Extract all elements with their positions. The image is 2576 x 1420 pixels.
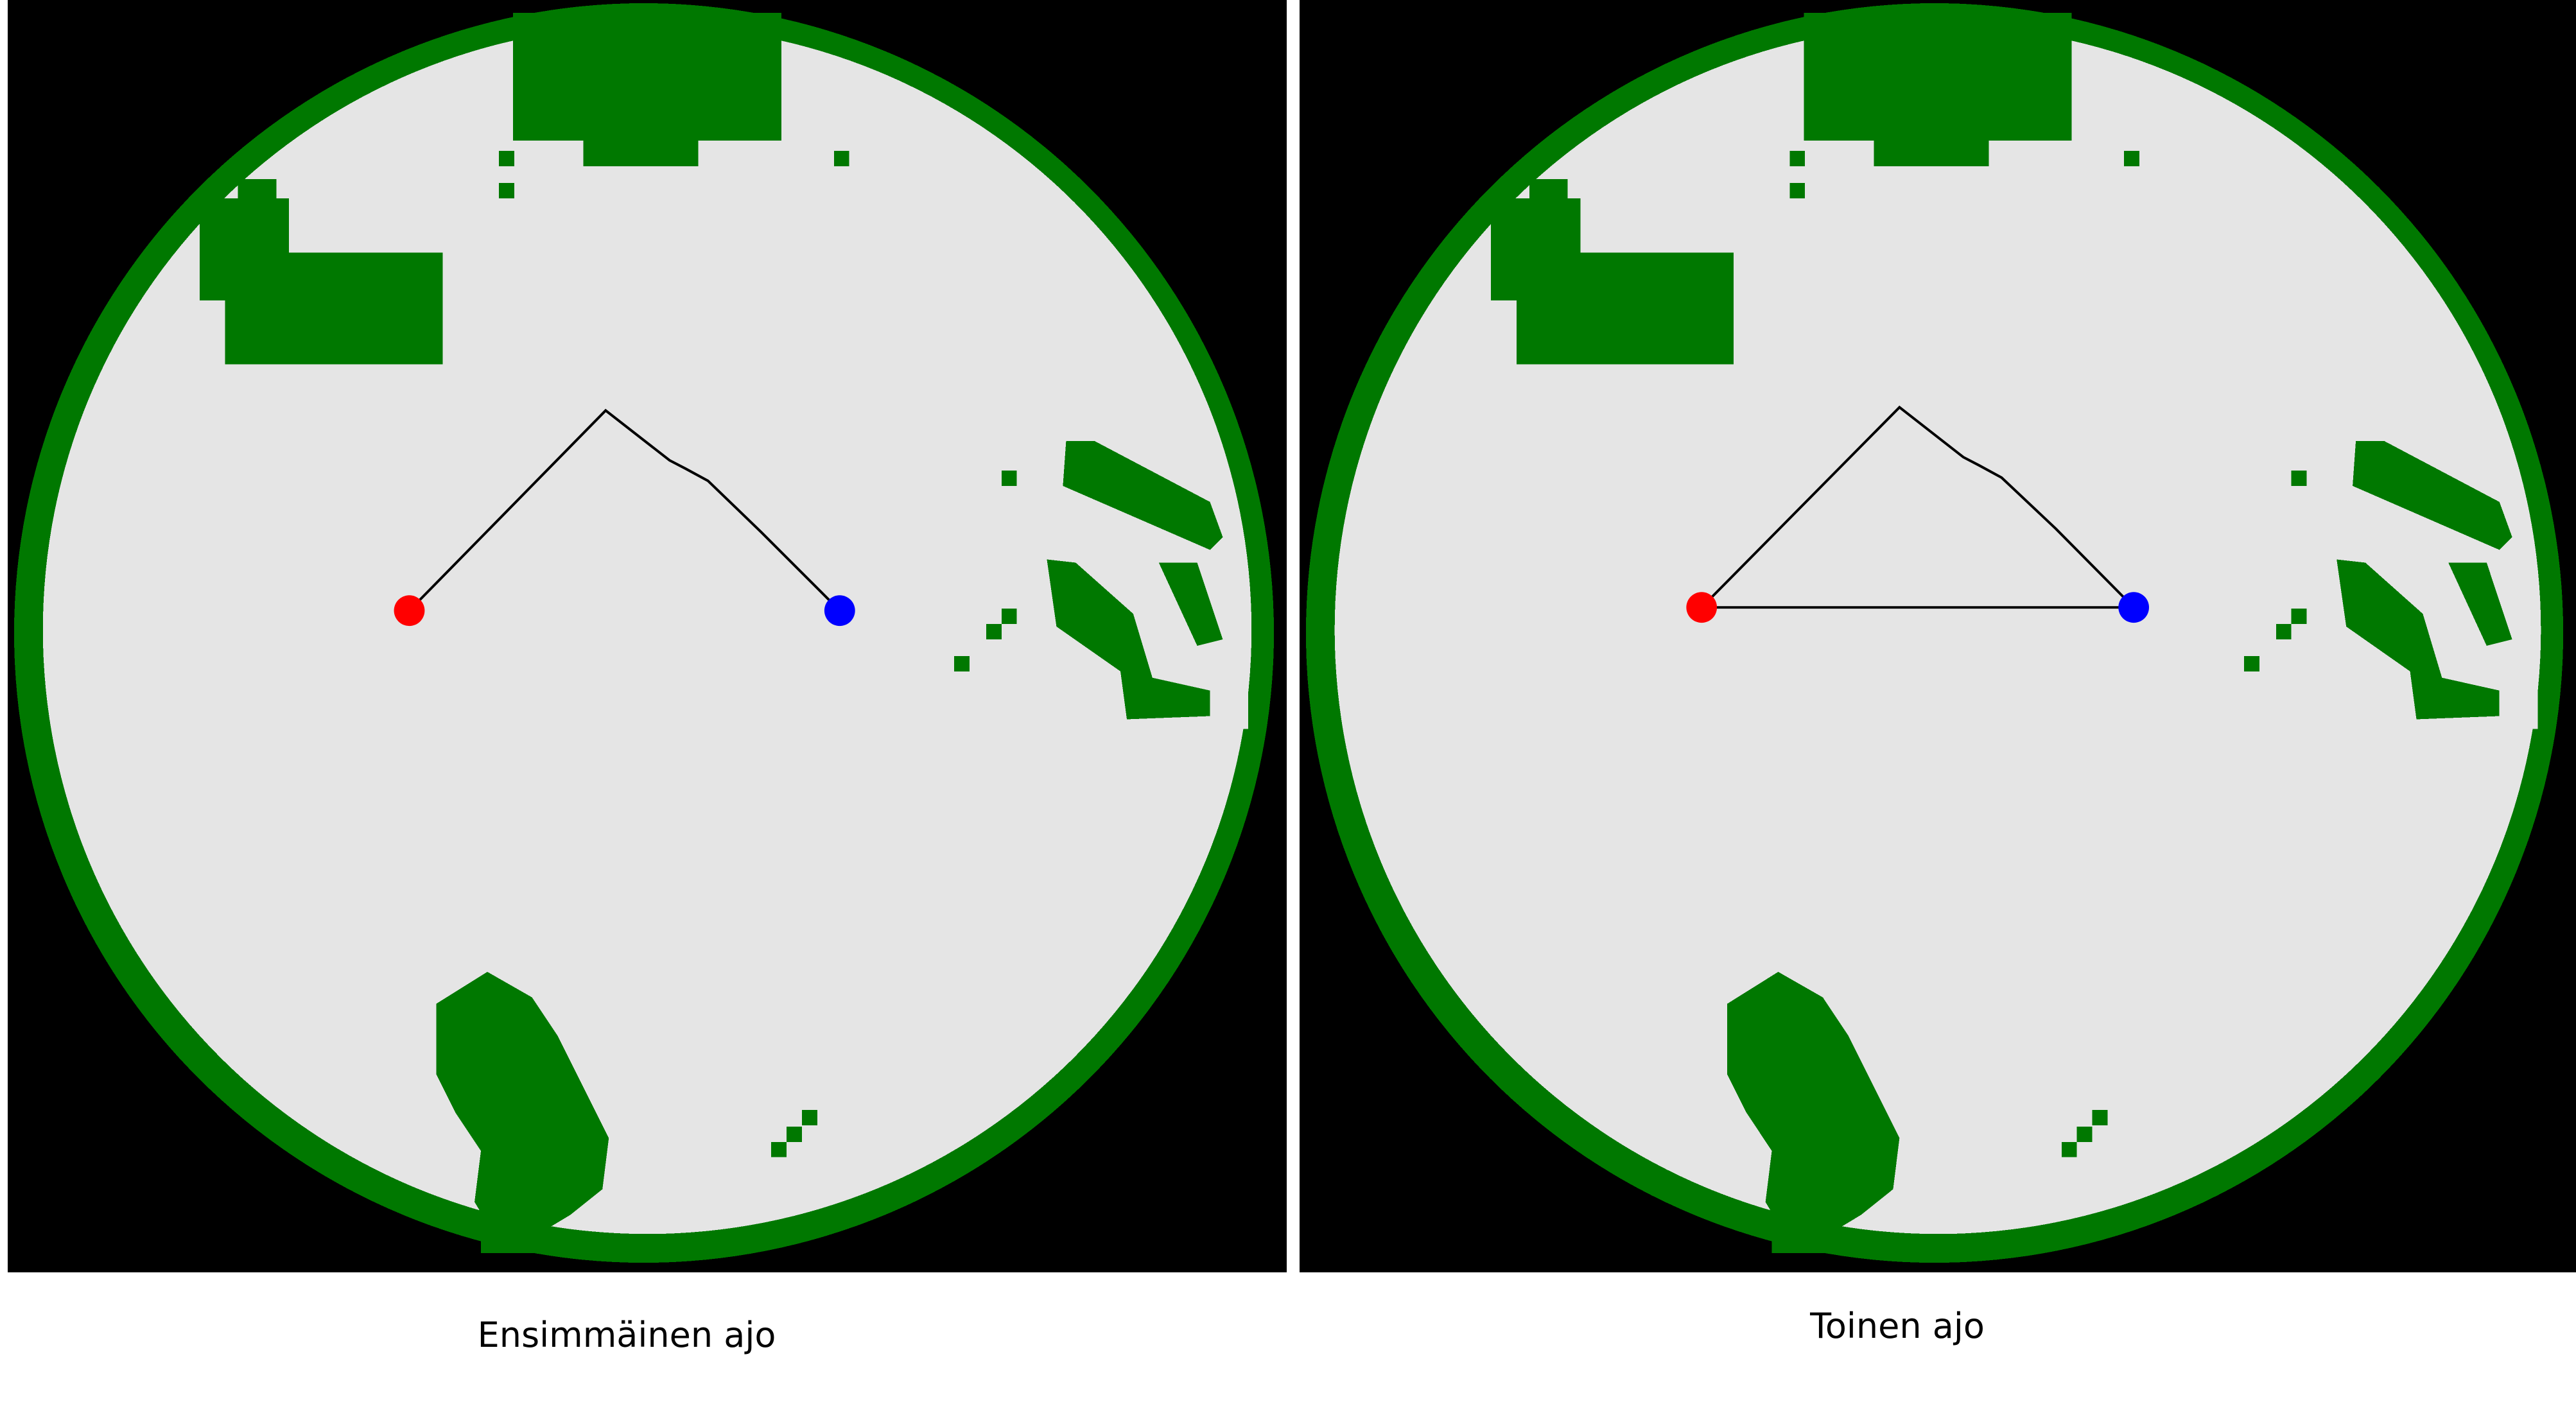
start-marker bbox=[394, 595, 425, 627]
map-panel-first-run bbox=[8, 0, 1287, 1272]
caption-first-run: Ensimmäinen ajo bbox=[477, 1315, 776, 1355]
goal-marker bbox=[824, 595, 855, 627]
goal-marker bbox=[2118, 592, 2150, 623]
planned-path bbox=[1700, 405, 2135, 609]
occupancy-map bbox=[13, 3, 1275, 1263]
planned-path bbox=[408, 408, 841, 612]
map-panel-second-run bbox=[1300, 0, 2576, 1272]
occupancy-map bbox=[1305, 3, 2564, 1263]
map-obstacles bbox=[13, 3, 1275, 1263]
caption-second-run: Toinen ajo bbox=[1810, 1306, 1985, 1346]
start-marker bbox=[1686, 592, 1718, 623]
map-obstacles bbox=[1305, 3, 2564, 1263]
